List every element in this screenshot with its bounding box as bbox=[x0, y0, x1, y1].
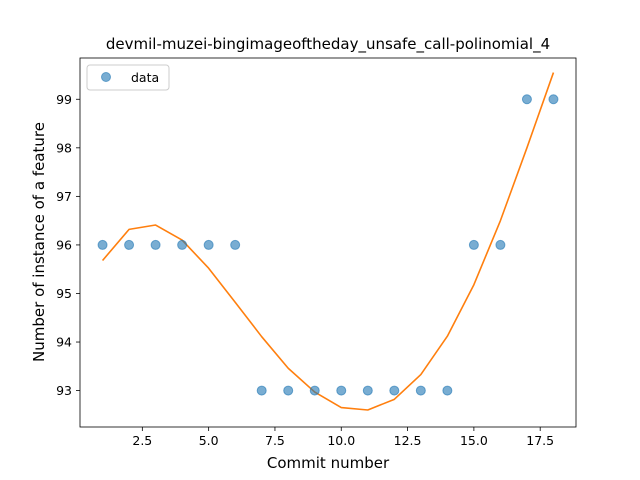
y-axis-label: Number of instance of a feature bbox=[30, 122, 48, 362]
fit-line bbox=[101, 72, 555, 411]
x-axis-ticks: 2.5 5.0 7.5 10.0 12.5 15.0 17.5 bbox=[132, 427, 554, 448]
y-axis-ticks: 93 94 95 96 97 98 99 bbox=[56, 92, 80, 398]
legend: data bbox=[86, 64, 170, 91]
x-tick-label: 7.5 bbox=[265, 433, 285, 448]
x-axis-label: Commit number bbox=[267, 454, 390, 472]
data-point bbox=[230, 239, 241, 250]
data-point bbox=[283, 385, 294, 396]
chart-title: devmil-muzei-bingimageoftheday_unsafe_ca… bbox=[106, 35, 550, 54]
y-tick-label: 94 bbox=[56, 335, 72, 350]
data-point bbox=[468, 239, 479, 250]
data-point bbox=[336, 385, 347, 396]
data-point bbox=[150, 239, 161, 250]
data-point bbox=[548, 94, 559, 105]
x-tick-label: 2.5 bbox=[132, 433, 152, 448]
y-tick-label: 93 bbox=[56, 383, 72, 398]
data-point bbox=[362, 385, 373, 396]
y-tick-label: 95 bbox=[56, 286, 72, 301]
data-point bbox=[521, 94, 532, 105]
x-tick-label: 5.0 bbox=[199, 433, 219, 448]
y-tick-label: 96 bbox=[56, 237, 72, 252]
data-point bbox=[97, 239, 108, 250]
y-tick-label: 99 bbox=[56, 92, 72, 107]
y-tick-label: 97 bbox=[56, 189, 72, 204]
x-tick-label: 15.0 bbox=[460, 433, 488, 448]
y-tick-label: 98 bbox=[56, 140, 72, 155]
data-point bbox=[256, 385, 267, 396]
data-point bbox=[495, 239, 506, 250]
x-tick-label: 17.5 bbox=[526, 433, 554, 448]
data-point bbox=[309, 385, 320, 396]
data-point bbox=[124, 239, 135, 250]
legend-box bbox=[86, 64, 170, 91]
plot-area bbox=[97, 72, 559, 411]
legend-marker-data bbox=[101, 72, 111, 82]
data-point bbox=[389, 385, 400, 396]
legend-label-data: data bbox=[131, 70, 159, 85]
data-point bbox=[415, 385, 426, 396]
x-tick-label: 10.0 bbox=[327, 433, 355, 448]
x-tick-label: 12.5 bbox=[394, 433, 422, 448]
data-point bbox=[177, 239, 188, 250]
data-point bbox=[203, 239, 214, 250]
data-point bbox=[442, 385, 453, 396]
axes-frame bbox=[79, 57, 577, 428]
